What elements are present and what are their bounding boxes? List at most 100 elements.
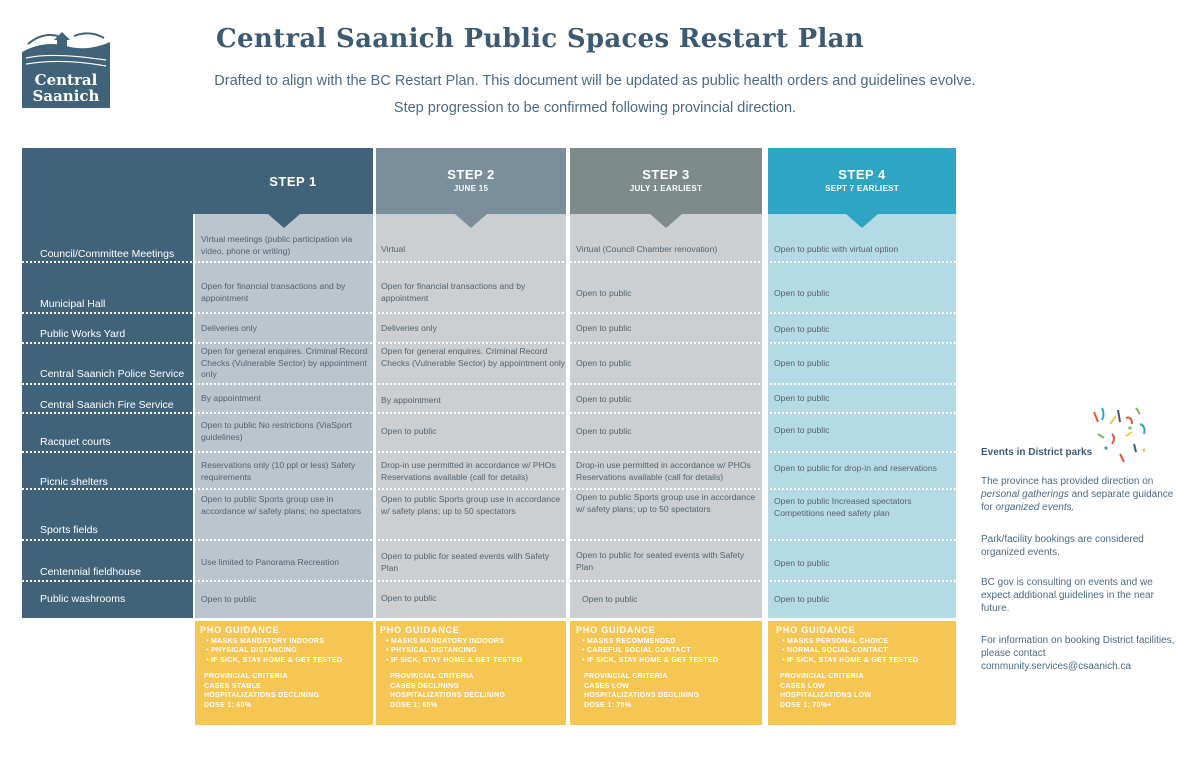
table-cell: Open to public bbox=[774, 358, 830, 368]
table-cell: Open to public for seated events with Sa… bbox=[576, 550, 745, 572]
table-cell: Open for financial transactions and by a… bbox=[201, 281, 346, 303]
pho-item: IF SICK, STAY HOME & GET TESTED bbox=[211, 656, 343, 664]
pho-item: MASKS MANDATORY INDOORS bbox=[211, 637, 325, 645]
events-text: and separate guidance for bbox=[981, 489, 1174, 513]
row-divider bbox=[22, 580, 956, 582]
table-cell: Open for general enquires. Criminal Reco… bbox=[201, 346, 368, 379]
pho-item: PHYSICAL DISTANCING bbox=[391, 647, 477, 654]
table-cell: By appointment bbox=[201, 393, 261, 403]
table-cell: Open to public bbox=[576, 288, 632, 298]
events-title: Events in District parks bbox=[981, 447, 1093, 458]
row-divider bbox=[22, 451, 956, 453]
step-3-date: JULY 1 EARLIEST bbox=[629, 184, 703, 193]
row-divider bbox=[22, 312, 956, 314]
subtitle-line-1: Drafted to align with the BC Restart Pla… bbox=[214, 73, 976, 89]
criteria-item: HOSPITALIZATIONS DECLINING bbox=[204, 692, 320, 699]
events-paragraph-2: Park/facility bookings are considered or… bbox=[981, 534, 1144, 558]
central-saanich-logo: Central Saanich bbox=[22, 22, 110, 108]
table-cell: Drop-in use permitted in accordance w/ P… bbox=[381, 460, 556, 482]
criteria-item: CASES LOW bbox=[584, 682, 630, 690]
row-label-sports-fields: Sports fields bbox=[40, 524, 98, 536]
pho-guidance-step-1 bbox=[195, 621, 373, 725]
table-cell: Open to public bbox=[381, 426, 437, 436]
table-cell: Open to public Sports group use in accor… bbox=[201, 494, 362, 516]
table-cell: Open to public bbox=[576, 394, 632, 404]
table-cell: Open to public bbox=[774, 425, 830, 435]
pho-item: MASKS MANDATORY INDOORS bbox=[391, 637, 505, 645]
row-label-police-service: Central Saanich Police Service bbox=[40, 368, 185, 380]
row-divider bbox=[22, 342, 956, 344]
step-4-arrow-icon bbox=[846, 214, 878, 228]
step-3-arrow-icon bbox=[650, 214, 682, 228]
events-paragraph-1: The province has provided direction on p… bbox=[981, 475, 1177, 514]
step-4-title: STEP 4 bbox=[838, 167, 886, 182]
table-cell: Virtual bbox=[381, 244, 406, 254]
criteria-heading: PROVINCIAL CRITERIA bbox=[204, 673, 288, 680]
logo-line2: Saanich bbox=[33, 87, 100, 105]
step-2-date: JUNE 15 bbox=[453, 184, 489, 193]
step-4-header bbox=[768, 148, 956, 214]
pho-text-step-1: PHO GUIDANCE • MASKS MANDATORY INDOORS •… bbox=[200, 625, 370, 710]
events-text: The province has provided direction on bbox=[981, 476, 1154, 487]
table-cell: Open to public for seated events with Sa… bbox=[381, 551, 550, 573]
step-2-header bbox=[376, 148, 566, 214]
pho-guidance-step-4 bbox=[768, 621, 956, 725]
table-cell: Virtual meetings (public participation v… bbox=[201, 234, 353, 256]
row-label-council-meetings: Council/Committee Meetings bbox=[40, 248, 175, 260]
pho-heading: PHO GUIDANCE bbox=[776, 625, 856, 635]
events-emphasis: organized events. bbox=[995, 502, 1075, 513]
table-cell: Drop-in use permitted in accordance w/ P… bbox=[576, 460, 751, 482]
row-divider bbox=[22, 261, 956, 263]
criteria-item: CASES LOW bbox=[780, 682, 826, 690]
step-3-header bbox=[570, 148, 762, 214]
table-cell: Open for financial transactions and by a… bbox=[381, 281, 526, 303]
pho-item: PHYSICAL DISTANCING bbox=[211, 647, 297, 654]
subtitle-line-2: Step progression to be confirmed followi… bbox=[393, 100, 797, 116]
table-cell: Open to public bbox=[576, 426, 632, 436]
step-2-title: STEP 2 bbox=[447, 167, 495, 182]
table-cell: Open to public bbox=[201, 594, 257, 604]
table-cell: Open to public bbox=[576, 323, 632, 333]
table-cell: Open to public bbox=[381, 593, 437, 603]
table-cell: Open to public bbox=[582, 594, 638, 604]
pho-item: CAREFUL SOCIAL CONTACT bbox=[587, 647, 691, 654]
criteria-item: HOSPITALIZATIONS DECLINING bbox=[390, 692, 506, 699]
row-label-fire-service: Central Saanich Fire Service bbox=[40, 399, 174, 411]
row-divider bbox=[22, 539, 956, 541]
logo-line1: Central bbox=[35, 71, 98, 89]
pho-text-step-4: PHO GUIDANCE • MASKS PERSONAL CHOICE • N… bbox=[776, 625, 952, 710]
table-cell: By appointment bbox=[381, 395, 441, 405]
criteria-item: CASES STABLE bbox=[204, 682, 262, 690]
table-cell: Open to public bbox=[774, 393, 830, 403]
confetti-icon bbox=[1093, 407, 1146, 463]
table-cell: Virtual (Council Chamber renovation) bbox=[576, 244, 718, 254]
pho-item: MASKS RECOMMENDED bbox=[587, 637, 676, 645]
table-cell: Open to public No restrictions (ViaSport… bbox=[201, 420, 352, 442]
criteria-item: DOSE 1: 70%+ bbox=[780, 701, 832, 709]
criteria-heading: PROVINCIAL CRITERIA bbox=[584, 673, 668, 680]
table-cell: Deliveries only bbox=[381, 323, 437, 333]
row-label-public-works-yard: Public Works Yard bbox=[40, 328, 126, 340]
pho-item: NORMAL SOCIAL CONTACT bbox=[787, 647, 888, 654]
row-label-picnic-shelters: Picnic shelters bbox=[40, 476, 108, 488]
row-label-centennial-fieldhouse: Centennial fieldhouse bbox=[40, 566, 141, 578]
row-label-racquet-courts: Racquet courts bbox=[40, 436, 111, 448]
pho-guidance-step-3 bbox=[570, 621, 762, 725]
table-cell: Use limited to Panorama Recreation bbox=[201, 557, 340, 567]
table-cell: Open to public for drop-in and reservati… bbox=[774, 463, 937, 473]
events-paragraph-3: BC gov is consulting on events and we ex… bbox=[981, 577, 1154, 614]
criteria-item: DOSE 1: 65% bbox=[390, 701, 438, 709]
row-label-public-washrooms: Public washrooms bbox=[40, 593, 126, 605]
table-cell: Open to public with virtual option bbox=[774, 244, 899, 254]
table-cell: Open to public bbox=[774, 288, 830, 298]
step-1-title: STEP 1 bbox=[269, 174, 317, 189]
row-divider bbox=[22, 412, 956, 414]
pho-text-step-2: PHO GUIDANCE • MASKS MANDATORY INDOORS •… bbox=[380, 625, 562, 710]
table-cell: Deliveries only bbox=[201, 323, 257, 333]
table-cell: Open to public bbox=[774, 558, 830, 568]
pho-item: IF SICK, STAY HOME & GET TESTED bbox=[391, 656, 523, 664]
table-cell: Reservations only (10 ppl or less) Safet… bbox=[201, 460, 356, 482]
pho-heading: PHO GUIDANCE bbox=[200, 625, 280, 635]
pho-guidance-step-2 bbox=[376, 621, 566, 725]
criteria-item: HOSPITALIZATIONS LOW bbox=[780, 692, 872, 699]
